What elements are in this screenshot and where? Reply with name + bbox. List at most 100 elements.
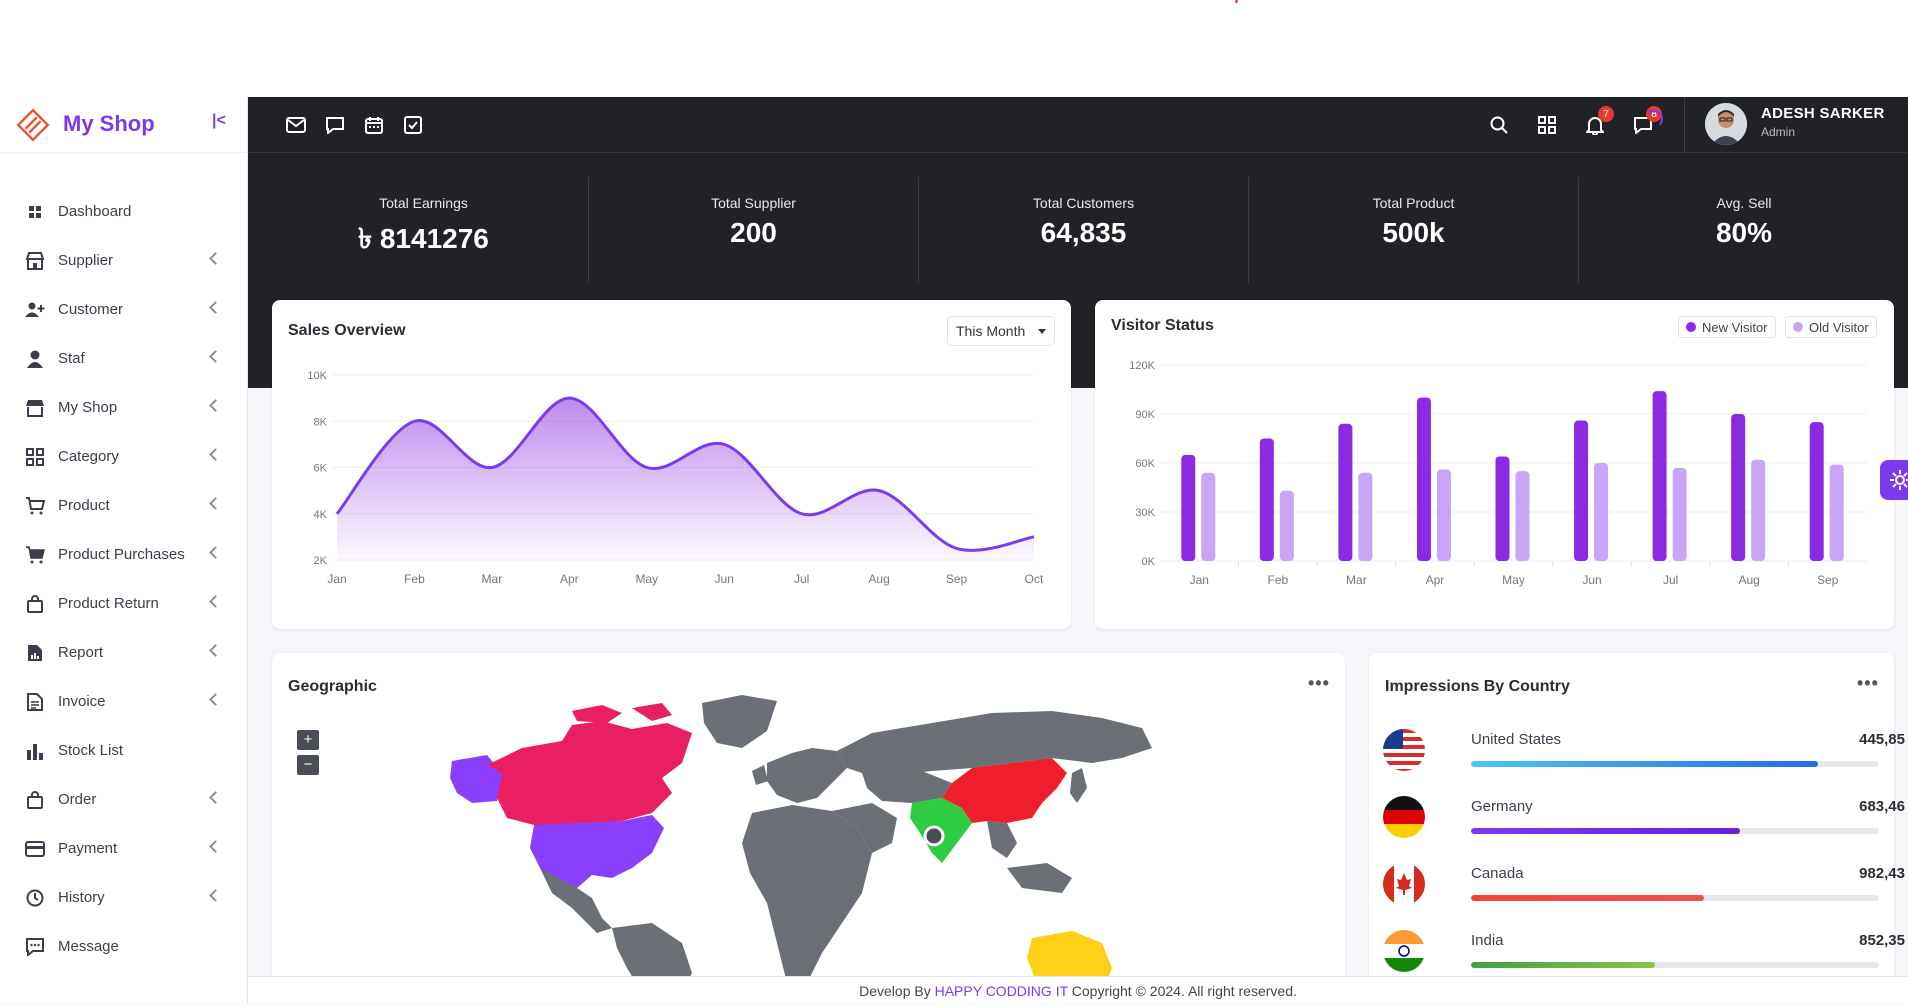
legend-old-visitor[interactable]: Old Visitor bbox=[1785, 316, 1877, 338]
sales-overview-card: Sales Overview This Month 2K 4K 6K 8K 10K Jan… bbox=[272, 300, 1071, 629]
report-icon bbox=[25, 643, 45, 663]
sidebar-item-label: Supplier bbox=[58, 252, 114, 269]
period-dropdown[interactable]: This Month bbox=[947, 316, 1055, 346]
y-tick-label: 2K bbox=[314, 555, 328, 567]
y-tick-label: 90K bbox=[1135, 409, 1155, 421]
sidebar-item-category[interactable]: Category bbox=[0, 432, 248, 481]
sidebar-item-label: Message bbox=[58, 938, 119, 955]
sidebar-item-product-return[interactable]: Product Return bbox=[0, 579, 248, 628]
loading-spinner-icon bbox=[1645, 110, 1663, 128]
y-tick-label: 8K bbox=[314, 416, 328, 428]
country-row: Canada 982,43 bbox=[1369, 853, 1908, 919]
sidebar-item-my-shop[interactable]: My Shop bbox=[0, 383, 248, 432]
more-options-icon[interactable]: ••• bbox=[1308, 673, 1330, 693]
progress-track bbox=[1471, 761, 1879, 767]
sidebar-item-order[interactable]: Order bbox=[0, 775, 248, 824]
x-tick-label: Jan bbox=[327, 572, 346, 586]
y-tick-label: 10K bbox=[307, 370, 327, 382]
shop-logo-icon bbox=[16, 108, 50, 142]
user-role: Admin bbox=[1761, 125, 1796, 139]
chevron-left-icon bbox=[209, 448, 222, 461]
chevron-left-icon bbox=[209, 301, 222, 314]
x-tick-label: Jul bbox=[794, 572, 809, 586]
legend-new-visitor[interactable]: New Visitor bbox=[1678, 316, 1776, 338]
settings-gear-icon[interactable] bbox=[1880, 460, 1908, 500]
y-tick-label: 6K bbox=[314, 463, 328, 475]
legend-new-label: New Visitor bbox=[1702, 319, 1768, 335]
sidebar-item-label: Customer bbox=[58, 301, 124, 318]
x-tick-label: May bbox=[1502, 573, 1525, 587]
legend-dot-old bbox=[1793, 322, 1803, 332]
sales-series-line bbox=[335, 396, 1035, 552]
search-icon[interactable] bbox=[1486, 112, 1512, 138]
chevron-left-icon bbox=[209, 595, 222, 608]
stat-title: Total Earnings bbox=[379, 195, 468, 211]
sidebar-item-label: Payment bbox=[58, 840, 118, 857]
sales-area-fill bbox=[337, 398, 1034, 560]
grid-small-icon bbox=[25, 202, 45, 222]
sidebar-item-label: Product Purchases bbox=[58, 546, 185, 563]
message-icon bbox=[25, 937, 45, 957]
brand-name[interactable]: My Shop bbox=[63, 111, 155, 136]
sidebar-item-dashboard[interactable]: Dashboard bbox=[0, 187, 248, 236]
zoom-out-button[interactable]: − bbox=[297, 755, 319, 775]
invoice-icon bbox=[25, 692, 45, 712]
map-region-alaska bbox=[450, 755, 502, 803]
germany-flag-icon bbox=[1383, 796, 1425, 838]
footer-company-link[interactable]: HAPPY CODDING IT bbox=[934, 983, 1068, 999]
x-tick-label: Apr bbox=[560, 572, 579, 586]
x-tick-label: Jun bbox=[715, 572, 734, 586]
sidebar-item-label: Dashboard bbox=[58, 203, 132, 220]
sidebar-item-customer[interactable]: Customer bbox=[0, 285, 248, 334]
zoom-in-button[interactable]: + bbox=[297, 730, 319, 750]
notifications-badge: 7 bbox=[1598, 106, 1614, 122]
more-options-icon[interactable]: ••• bbox=[1857, 673, 1879, 693]
sidebar-item-invoice[interactable]: Invoice bbox=[0, 677, 248, 726]
map-region-usa bbox=[530, 815, 664, 888]
progress-fill bbox=[1471, 828, 1741, 834]
sidebar-item-supplier[interactable]: Supplier bbox=[0, 236, 248, 285]
bar-new-visitor bbox=[1338, 423, 1353, 561]
bar-old-visitor bbox=[1436, 469, 1451, 561]
sidebar-item-staf[interactable]: Staf bbox=[0, 334, 248, 383]
x-tick-label: Oct bbox=[1025, 572, 1044, 586]
bar-old-visitor bbox=[1672, 467, 1687, 561]
x-tick-label: Sep bbox=[946, 572, 968, 586]
x-tick-label: Jan bbox=[1190, 573, 1209, 587]
stat-title: Total Customers bbox=[1032, 195, 1135, 211]
sidebar-item-message[interactable]: Message bbox=[0, 922, 248, 971]
country-row: Germany 683,46 bbox=[1369, 786, 1908, 852]
stat-total-supplier: Total Supplier 200 bbox=[589, 177, 919, 283]
mail-icon[interactable] bbox=[283, 112, 309, 138]
collapse-sidebar-icon[interactable]: |< bbox=[212, 112, 226, 129]
chat-icon[interactable] bbox=[322, 112, 348, 138]
apps-grid-icon[interactable] bbox=[1534, 112, 1560, 138]
shop-icon bbox=[25, 398, 45, 418]
impressions-card: Impressions By Country ••• United States… bbox=[1369, 653, 1905, 993]
stat-value: 80% bbox=[1715, 217, 1773, 248]
sidebar-item-product-purchases[interactable]: Product Purchases bbox=[0, 530, 248, 579]
calendar-icon[interactable] bbox=[361, 112, 387, 138]
progress-track bbox=[1471, 828, 1879, 834]
bell-icon[interactable]: 7 bbox=[1582, 106, 1614, 138]
category-icon bbox=[25, 447, 45, 467]
map-region-canada bbox=[487, 721, 692, 825]
sidebar: My Shop |< Dashboard Supplier Customer Staf… bbox=[0, 97, 248, 1004]
task-check-icon[interactable] bbox=[400, 112, 426, 138]
country-row: United States 445,85 bbox=[1369, 719, 1908, 785]
sidebar-item-report[interactable]: Report bbox=[0, 628, 248, 677]
sidebar-item-product[interactable]: Product bbox=[0, 481, 248, 530]
sidebar-item-payment[interactable]: Payment bbox=[0, 824, 248, 873]
bar-old-visitor bbox=[1515, 471, 1530, 561]
chevron-left-icon bbox=[209, 791, 222, 804]
user-profile[interactable]: ADESH SARKER Admin bbox=[1684, 97, 1908, 153]
sidebar-item-label: Invoice bbox=[58, 693, 106, 710]
bar-old-visitor bbox=[1279, 490, 1294, 561]
sidebar-item-stock-list[interactable]: Stock List bbox=[0, 726, 248, 775]
avatar[interactable] bbox=[1705, 103, 1747, 145]
bar-new-visitor bbox=[1416, 397, 1431, 561]
chevron-left-icon bbox=[209, 889, 222, 902]
country-value: 683,46 bbox=[1859, 798, 1905, 815]
sidebar-item-history[interactable]: History bbox=[0, 873, 248, 922]
country-value: 982,43 bbox=[1859, 865, 1905, 882]
